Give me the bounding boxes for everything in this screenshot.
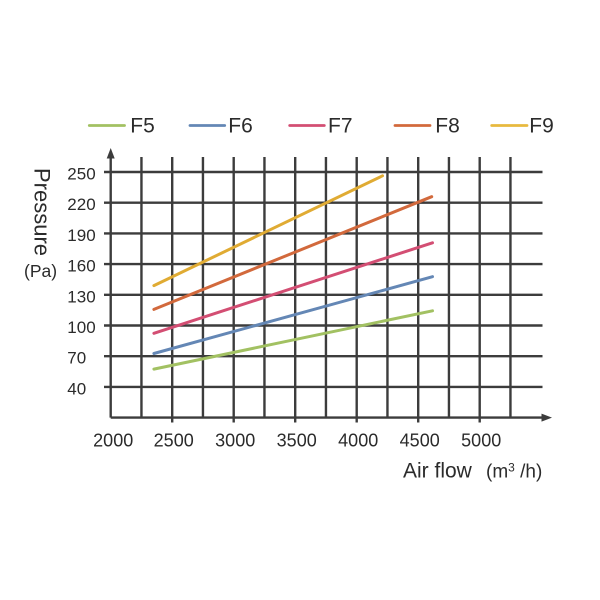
svg-text:Air flow: Air flow <box>403 460 473 483</box>
svg-text:160: 160 <box>67 257 95 276</box>
svg-text:(m3 /h): (m3 /h) <box>486 461 542 483</box>
svg-text:F6: F6 <box>228 115 253 138</box>
svg-text:190: 190 <box>67 226 95 245</box>
svg-text:Pressure: Pressure <box>30 168 55 256</box>
svg-text:40: 40 <box>67 379 86 398</box>
svg-text:250: 250 <box>67 165 95 184</box>
svg-text:70: 70 <box>67 349 86 368</box>
svg-text:5000: 5000 <box>461 431 501 451</box>
svg-text:130: 130 <box>67 287 95 306</box>
svg-text:100: 100 <box>67 318 95 337</box>
svg-text:F5: F5 <box>130 115 155 138</box>
svg-text:2500: 2500 <box>154 431 194 451</box>
svg-text:F8: F8 <box>435 115 460 138</box>
svg-text:4000: 4000 <box>338 431 378 451</box>
svg-text:3500: 3500 <box>277 431 317 451</box>
svg-text:2000: 2000 <box>93 431 133 451</box>
svg-text:3000: 3000 <box>215 431 255 451</box>
svg-text:(Pa): (Pa) <box>24 261 57 281</box>
svg-text:220: 220 <box>67 195 95 214</box>
svg-text:F9: F9 <box>529 115 554 138</box>
svg-text:4500: 4500 <box>400 431 440 451</box>
svg-text:F7: F7 <box>328 115 353 138</box>
